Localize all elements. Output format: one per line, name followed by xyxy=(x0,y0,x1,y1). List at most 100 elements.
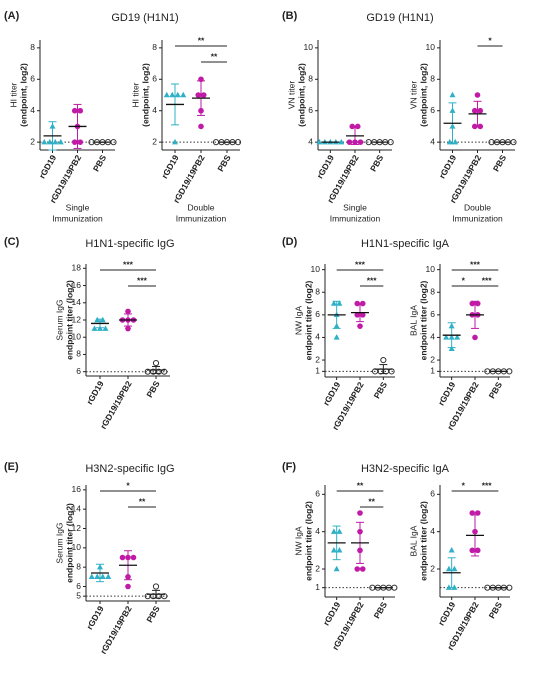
y-tick-label: 4 xyxy=(152,105,157,115)
x-axis-label: Immunization xyxy=(452,213,503,223)
point xyxy=(346,139,353,145)
y-axis-label: (endpoint, log2) xyxy=(296,63,306,127)
x-tick-label: PBS xyxy=(487,600,505,620)
sig-label: *** xyxy=(137,275,148,285)
sig-label: ** xyxy=(357,480,364,490)
y-tick-label: 8 xyxy=(315,287,320,297)
y-axis-label: (endpoint, log2) xyxy=(418,63,428,127)
x-tick-label: rGD19 xyxy=(159,153,181,180)
x-tick-label: PBS xyxy=(372,600,390,620)
x-tick-label: rGD19 xyxy=(321,600,343,627)
x-axis-label: Immunization xyxy=(330,213,381,223)
point xyxy=(357,323,363,329)
sig-label: * xyxy=(126,480,130,490)
point xyxy=(474,92,481,98)
point xyxy=(316,138,323,145)
y-tick-label: 4 xyxy=(315,526,320,536)
x-tick-label: PBS xyxy=(491,153,509,173)
point xyxy=(57,138,64,145)
point xyxy=(452,138,459,145)
y-tick-label: 12 xyxy=(72,314,82,324)
sig-label: ** xyxy=(139,496,146,506)
y-tick-label: 16 xyxy=(72,280,82,290)
point xyxy=(359,566,366,572)
point xyxy=(469,547,476,554)
y-tick-label: 8 xyxy=(152,42,157,52)
point xyxy=(451,584,458,590)
y-tick-label: 2 xyxy=(315,563,320,573)
panel-label: (A) xyxy=(4,10,20,22)
point xyxy=(338,138,345,145)
y-axis-label: endpoint titer (log2) xyxy=(303,280,313,360)
point xyxy=(330,300,337,306)
point xyxy=(41,138,48,145)
point xyxy=(94,573,101,580)
point xyxy=(336,547,343,553)
point xyxy=(161,593,168,600)
y-axis-label: BAL IgA xyxy=(408,305,418,336)
x-tick-label: PBS xyxy=(144,604,162,624)
point xyxy=(180,91,187,98)
point xyxy=(333,334,340,340)
point xyxy=(454,334,461,340)
y-tick-label: 10 xyxy=(72,331,82,341)
y-tick-label: 10 xyxy=(72,542,82,552)
y-tick-label: 4 xyxy=(430,526,435,536)
y-tick-label: 14 xyxy=(72,503,82,513)
panel-label: (D) xyxy=(282,236,298,248)
point xyxy=(472,334,478,341)
point xyxy=(474,547,481,554)
point xyxy=(52,138,59,145)
y-axis-label: endpoint titer (log2) xyxy=(303,501,313,581)
y-tick-label: 6 xyxy=(315,309,320,319)
y-tick-label: 8 xyxy=(430,74,435,84)
point xyxy=(130,554,137,561)
point xyxy=(448,345,455,351)
y-tick-label: 8 xyxy=(76,561,81,571)
y-tick-label: 10 xyxy=(311,264,321,274)
y-tick-label: 14 xyxy=(72,297,82,307)
sig-label: *** xyxy=(470,259,481,269)
point xyxy=(336,300,343,306)
point xyxy=(198,123,204,130)
y-tick-label: 2 xyxy=(315,354,320,364)
point xyxy=(471,107,478,114)
point xyxy=(102,325,109,331)
y-tick-label: 6 xyxy=(430,489,435,499)
sig-label: *** xyxy=(482,480,493,490)
point xyxy=(446,138,453,145)
sig-label: *** xyxy=(355,259,366,269)
y-tick-label: 6 xyxy=(30,74,35,84)
y-axis-label: HI titer xyxy=(8,82,18,107)
y-tick-label: 2 xyxy=(152,136,157,146)
x-axis-label: Double xyxy=(464,202,491,212)
point xyxy=(125,325,131,332)
point xyxy=(336,528,343,534)
x-tick-label: rGD19 xyxy=(437,153,459,180)
y-axis-label: endpoint titer (log2) xyxy=(418,501,428,581)
panel-title: GD19 (H1N1) xyxy=(366,12,433,24)
point xyxy=(46,138,53,145)
y-tick-label: 8 xyxy=(308,74,313,84)
y-tick-label: 10 xyxy=(304,42,314,52)
y-tick-label: 6 xyxy=(430,309,435,319)
y-tick-label: 8 xyxy=(30,42,35,52)
y-axis-label: Serum IgG xyxy=(54,299,64,340)
x-tick-label: PBS xyxy=(144,379,162,399)
sig-label: ** xyxy=(368,496,375,506)
x-axis-label: Immunization xyxy=(176,213,227,223)
y-tick-label: 10 xyxy=(426,42,436,52)
y-axis-label: endpoint titer (log2) xyxy=(418,280,428,360)
y-axis-label: endpoint titer (log2) xyxy=(64,503,74,583)
point xyxy=(99,573,106,580)
y-axis-label: BAL IgA xyxy=(408,525,418,556)
x-tick-label: PBS xyxy=(372,380,390,400)
point xyxy=(152,359,160,367)
panel-label: (F) xyxy=(282,461,296,473)
point xyxy=(445,565,452,572)
point xyxy=(71,139,78,145)
point xyxy=(77,139,84,145)
point xyxy=(357,510,363,516)
x-tick-label: PBS xyxy=(368,153,386,173)
